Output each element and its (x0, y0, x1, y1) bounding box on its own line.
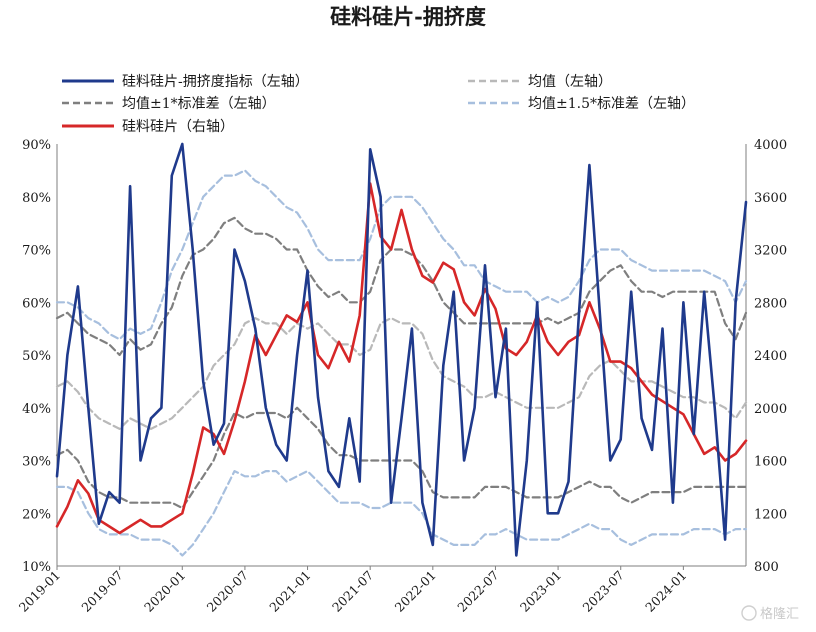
chart-title: 硅料硅片-拥挤度 (330, 4, 486, 29)
watermark-text: 格隆汇 (760, 606, 799, 622)
right-tick-label: 2800 (754, 296, 787, 311)
left-tick-label: 40% (22, 402, 51, 417)
left-tick-label: 60% (22, 296, 51, 311)
legend: 硅料硅片-拥挤度指标（左轴） 均值（左轴） 均值±1*标准差（左轴） 均值±1.5*标… (62, 74, 695, 135)
series-group (55, 142, 748, 557)
left-tick-label: 10% (22, 560, 51, 575)
x-tick-label: 2022-01 (392, 568, 439, 615)
x-tick-label: 2021-07 (329, 567, 376, 614)
legend-label-3: 均值±1.5*标准差（左轴） (528, 96, 695, 112)
right-tick-label: 800 (754, 560, 779, 575)
x-tick-label: 2021-01 (266, 568, 313, 615)
left-tick-label: 50% (22, 349, 51, 364)
right-tick-label: 3600 (754, 191, 787, 206)
x-tick-label: 2022-07 (454, 567, 501, 614)
right-tick-label: 2000 (754, 402, 787, 417)
right-tick-label: 3200 (754, 244, 787, 259)
left-tick-label: 80% (22, 191, 51, 206)
x-tick-label: 2020-01 (141, 568, 188, 615)
x-tick-label: 2023-07 (580, 567, 627, 614)
legend-label-2: 均值±1*标准差（左轴） (122, 96, 276, 112)
left-tick-label: 70% (22, 244, 51, 259)
left-tick-label: 90% (22, 138, 51, 153)
series-line-2 (55, 216, 748, 357)
legend-label-0: 硅料硅片-拥挤度指标（左轴） (122, 74, 309, 90)
series-line-6 (55, 182, 748, 535)
series-line-1 (55, 317, 748, 430)
series-line-4 (55, 169, 748, 341)
x-tick-label: 2023-01 (517, 568, 564, 615)
left-tick-label: 20% (22, 507, 51, 522)
series-line-3 (55, 406, 748, 510)
legend-label-4: 硅料硅片（右轴） (122, 119, 234, 135)
series-line-5 (55, 470, 748, 557)
x-tick-label: 2020-07 (204, 567, 251, 614)
right-tick-label: 1200 (754, 507, 787, 522)
legend-label-1: 均值（左轴） (528, 74, 612, 90)
watermark-logo-icon (741, 605, 757, 621)
x-tick-label: 2019-07 (78, 567, 125, 614)
right-tick-label: 2400 (754, 349, 787, 364)
right-tick-label: 1600 (754, 455, 787, 470)
watermark: 格隆汇 (741, 605, 799, 622)
left-tick-label: 30% (22, 455, 51, 470)
x-tick-label: 2024-01 (642, 568, 689, 615)
series-line-0 (55, 142, 748, 557)
right-tick-label: 4000 (754, 138, 787, 153)
